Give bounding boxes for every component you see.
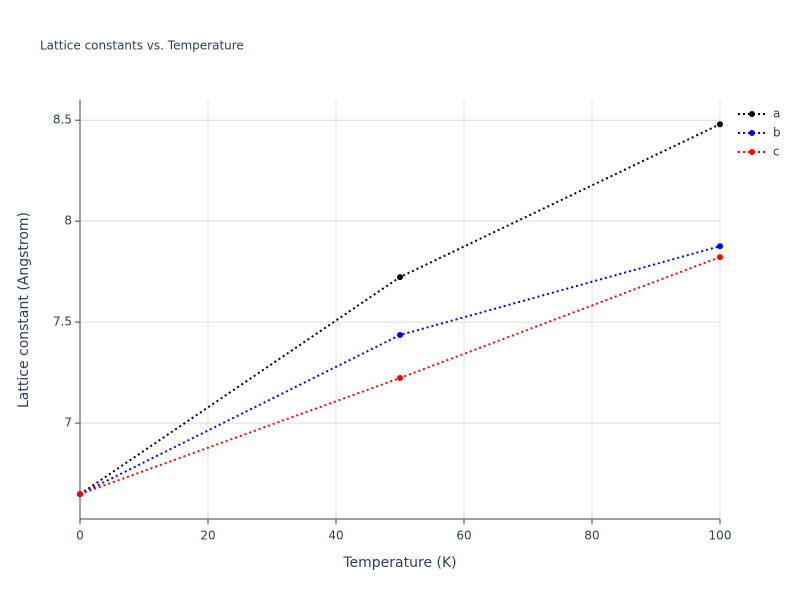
series-line bbox=[79, 245, 721, 496]
legend-label: c bbox=[773, 145, 780, 159]
x-tick-label: 40 bbox=[328, 529, 343, 543]
y-tick-label: 7 bbox=[64, 416, 72, 430]
series-line bbox=[79, 123, 721, 495]
data-point bbox=[397, 274, 403, 281]
x-tick-label: 100 bbox=[709, 529, 732, 543]
data-point bbox=[717, 254, 723, 261]
x-axis-label: Temperature (K) bbox=[342, 555, 456, 571]
legend-label: b bbox=[773, 126, 781, 140]
y-tick-label: 7.5 bbox=[53, 315, 72, 329]
data-point bbox=[397, 375, 403, 382]
data-point bbox=[717, 243, 723, 250]
x-tick-label: 0 bbox=[76, 529, 84, 543]
data-point bbox=[717, 121, 723, 128]
x-tick-label: 80 bbox=[584, 529, 599, 543]
x-tick-label: 20 bbox=[200, 529, 215, 543]
y-tick-label: 8.5 bbox=[53, 113, 72, 127]
y-tick-label: 8 bbox=[64, 214, 72, 228]
x-tick-label: 60 bbox=[456, 529, 471, 543]
legend-marker bbox=[749, 130, 755, 136]
y-axis-label: Lattice constant (Angstrom) bbox=[16, 212, 32, 408]
legend-label: a bbox=[773, 107, 780, 121]
legend-marker bbox=[749, 111, 755, 117]
legend-marker bbox=[749, 149, 755, 155]
data-point bbox=[77, 491, 83, 498]
chart-title: Lattice constants vs. Temperature bbox=[40, 39, 244, 53]
data-point bbox=[397, 332, 403, 339]
